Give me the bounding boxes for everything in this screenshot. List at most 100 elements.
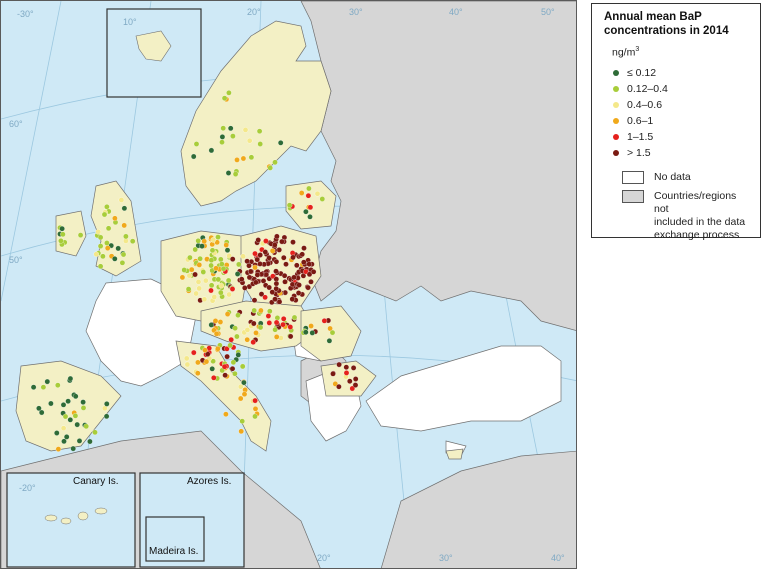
- station-marker: [224, 353, 230, 360]
- legend-title-line2: concentrations in 2014: [604, 25, 729, 37]
- station-marker: [190, 153, 197, 160]
- station-marker: [97, 263, 104, 270]
- legend-class-dot: [613, 101, 619, 108]
- station-marker: [287, 324, 294, 330]
- map-panel: Canary Is. Azores Is. Madeira Is. -30° 6…: [0, 0, 577, 569]
- station-marker: [266, 320, 273, 326]
- station-marker: [192, 246, 198, 253]
- station-marker: [263, 238, 269, 244]
- station-marker: [274, 315, 281, 321]
- legend-class-label: > 1.5: [627, 146, 651, 159]
- station-marker: [257, 252, 263, 258]
- station-marker: [67, 375, 74, 382]
- station-marker: [227, 342, 233, 349]
- station-marker: [314, 190, 321, 197]
- station-marker: [252, 250, 258, 257]
- station-marker: [280, 316, 287, 322]
- station-marker: [240, 253, 246, 260]
- station-marker: [77, 232, 84, 238]
- grat-label: 50°: [9, 255, 23, 265]
- station-marker: [54, 430, 60, 436]
- station-marker: [210, 358, 216, 364]
- station-marker: [120, 251, 127, 258]
- legend-class-dot: [613, 133, 619, 140]
- station-marker: [298, 190, 305, 196]
- station-marker: [208, 257, 215, 263]
- station-marker: [200, 269, 207, 275]
- station-marker: [184, 361, 191, 368]
- station-marker: [195, 279, 202, 285]
- station-marker: [30, 384, 37, 390]
- station-marker: [289, 281, 296, 288]
- station-marker: [115, 245, 121, 252]
- station-marker: [119, 260, 126, 266]
- station-marker: [226, 291, 232, 298]
- grat-label: 10°: [123, 17, 137, 27]
- station-marker: [222, 372, 228, 378]
- no-data-label: No data: [654, 170, 691, 183]
- station-marker: [129, 238, 136, 244]
- station-marker: [247, 268, 254, 275]
- legend-class-item: ≤ 0.12: [613, 65, 752, 81]
- legend-class-label: 0.4–0.6: [627, 98, 663, 111]
- station-marker: [294, 262, 300, 269]
- legend-class-item: 0.12–0.4: [613, 81, 752, 97]
- station-marker: [209, 247, 216, 254]
- station-marker: [240, 155, 247, 162]
- station-marker: [321, 318, 328, 324]
- station-marker: [252, 397, 258, 404]
- station-marker: [252, 264, 258, 271]
- station-marker: [179, 274, 186, 281]
- legend-class-item: 0.6–1: [613, 113, 752, 129]
- legend-class-item: 1–1.5: [613, 129, 752, 145]
- station-marker: [87, 438, 93, 445]
- station-marker: [306, 185, 312, 192]
- station-marker: [310, 269, 317, 275]
- station-marker: [258, 291, 265, 297]
- station-marker: [105, 225, 112, 232]
- station-marker: [219, 134, 226, 140]
- svalbard-land: [135, 30, 172, 62]
- legend-class-dot: [613, 149, 619, 156]
- station-marker: [59, 225, 65, 232]
- station-marker: [193, 141, 200, 147]
- madeira-inset: [145, 516, 205, 562]
- station-marker: [241, 391, 248, 397]
- station-marker: [203, 358, 210, 365]
- station-marker: [76, 438, 83, 444]
- station-marker: [260, 278, 267, 284]
- station-marker: [254, 256, 260, 263]
- station-marker: [343, 370, 350, 376]
- station-marker: [349, 385, 356, 392]
- station-marker: [305, 192, 312, 199]
- station-marker: [277, 140, 284, 146]
- station-marker: [229, 365, 236, 372]
- station-marker: [289, 296, 296, 302]
- station-marker: [336, 383, 342, 390]
- legend: Annual mean BaP concentrations in 2014 n…: [591, 3, 761, 241]
- station-marker: [269, 248, 276, 254]
- station-marker: [238, 383, 244, 390]
- station-marker: [251, 307, 257, 314]
- station-marker: [211, 375, 217, 381]
- station-marker: [215, 276, 222, 283]
- station-marker: [60, 402, 67, 408]
- no-data-swatch: [622, 170, 644, 184]
- station-marker: [326, 338, 333, 344]
- station-marker: [104, 401, 110, 407]
- station-marker: [192, 271, 198, 278]
- station-marker: [253, 279, 259, 286]
- station-marker: [225, 170, 232, 176]
- station-marker: [92, 429, 98, 436]
- station-marker: [246, 274, 253, 281]
- excluded-label-line1: Countries/regions not: [654, 189, 737, 215]
- station-marker: [72, 413, 79, 419]
- station-marker: [257, 261, 263, 267]
- station-marker: [229, 286, 236, 292]
- station-marker: [306, 261, 312, 267]
- station-marker: [220, 265, 227, 272]
- station-marker: [250, 339, 256, 345]
- station-marker: [257, 141, 263, 147]
- station-marker: [183, 355, 190, 362]
- station-marker: [307, 214, 313, 220]
